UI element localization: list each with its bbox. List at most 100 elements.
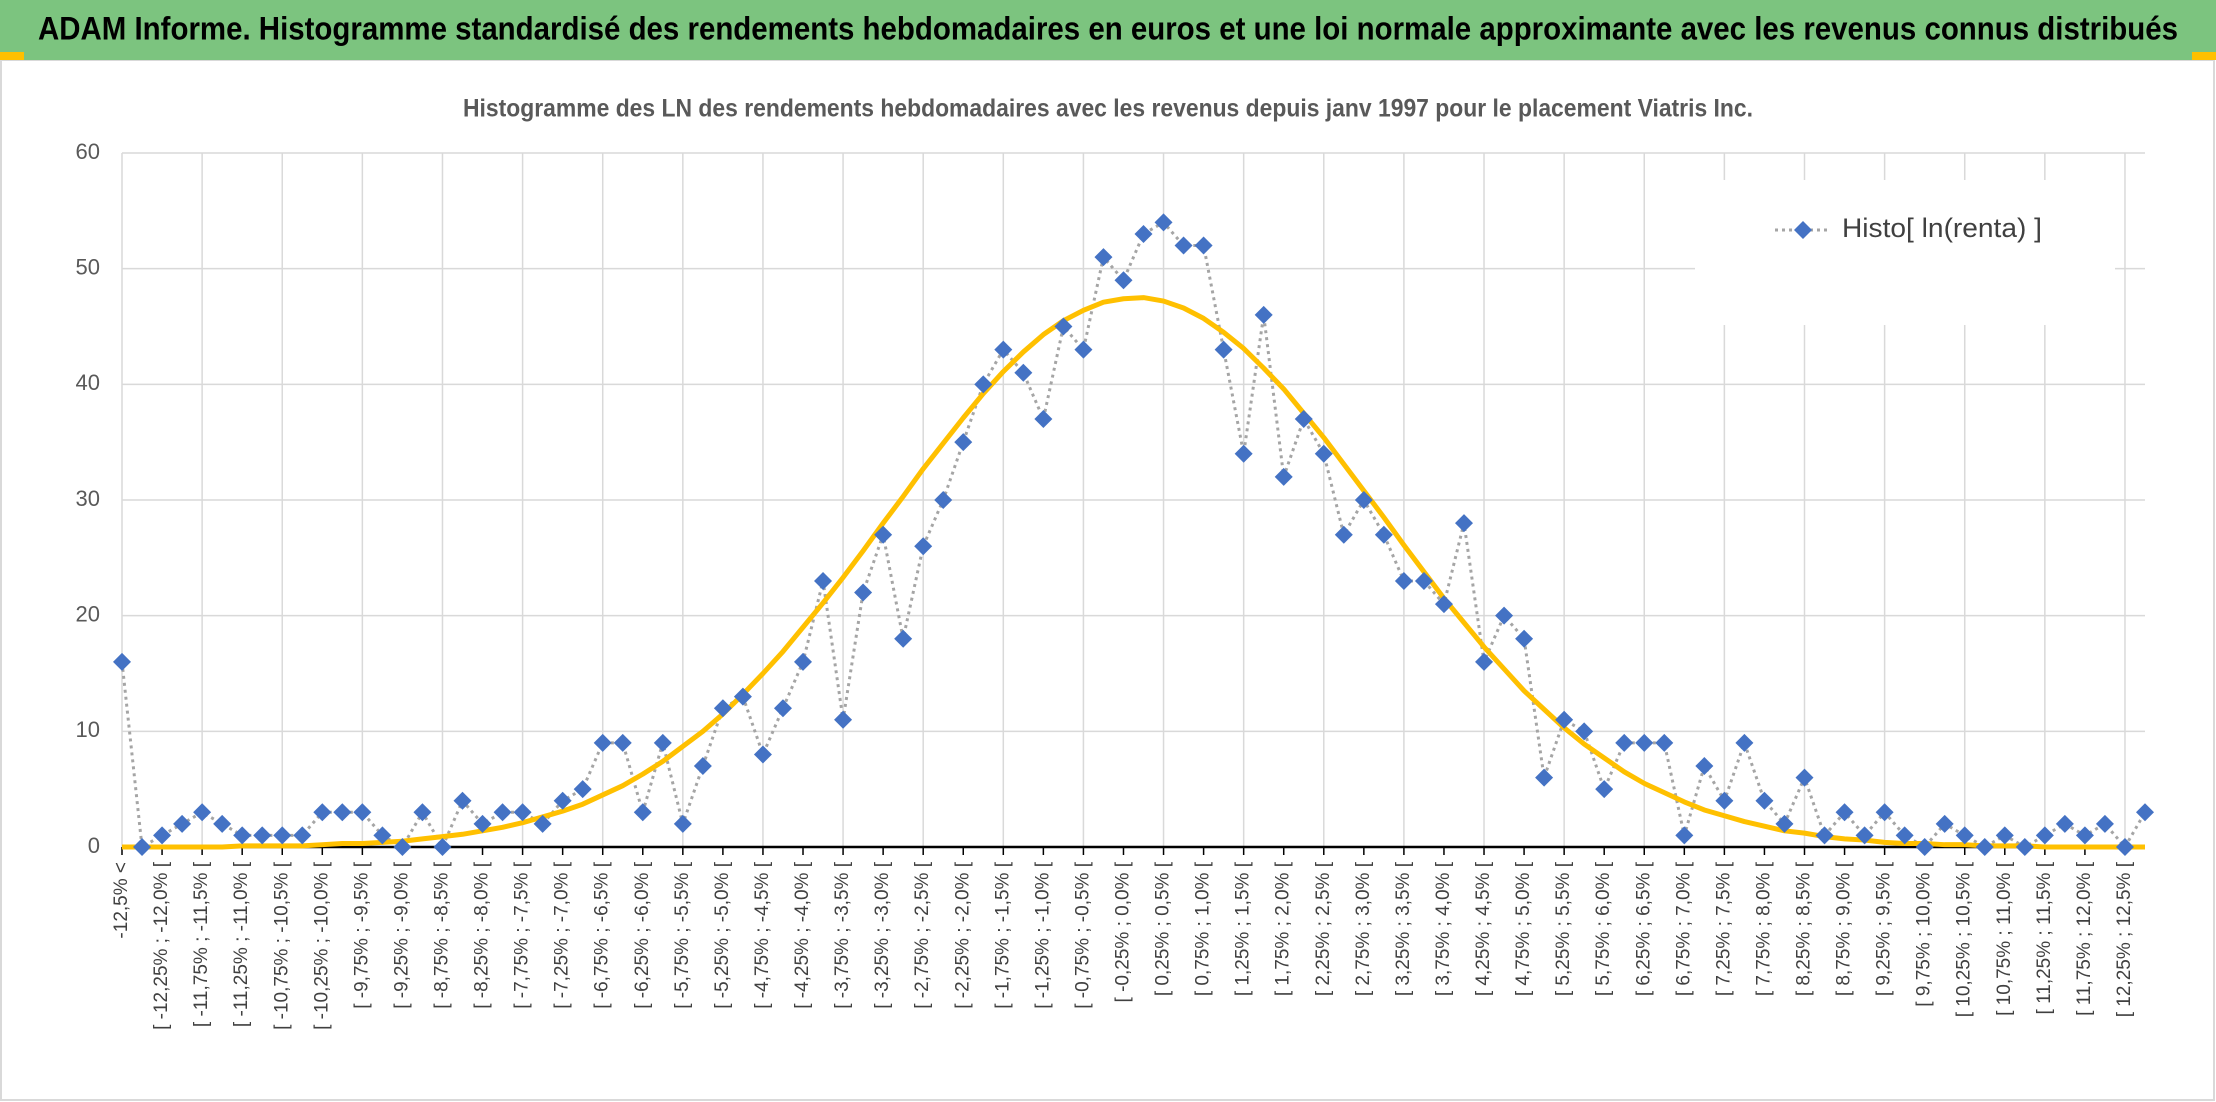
legend-box: [1695, 180, 2115, 325]
marker: [1475, 652, 1494, 671]
x-tick-label: [ -8,25% ; -8,0% [: [472, 861, 493, 1009]
x-tick-label: [ 1,75% ; 2,0% [: [1273, 861, 1294, 996]
marker: [693, 757, 712, 776]
marker: [453, 791, 472, 810]
marker: [2136, 803, 2154, 822]
marker: [493, 803, 512, 822]
marker: [653, 733, 672, 752]
marker: [473, 814, 492, 833]
marker: [333, 803, 352, 822]
marker: [834, 710, 853, 729]
marker: [1414, 571, 1433, 590]
marker: [1955, 826, 1974, 845]
marker: [1695, 757, 1714, 776]
marker: [1374, 525, 1393, 544]
marker: [1555, 710, 1574, 729]
marker: [173, 814, 192, 833]
marker: [433, 838, 452, 856]
marker: [1234, 444, 1253, 463]
marker: [1795, 768, 1814, 787]
y-tick-label: 30: [76, 486, 100, 511]
marker: [1094, 248, 1113, 267]
y-tick-label: 20: [76, 601, 100, 626]
x-tick-label: [ -10,25% ; -10,0% [: [311, 861, 332, 1030]
marker: [673, 814, 692, 833]
x-tick-label: [ -5,25% ; -5,0% [: [712, 861, 733, 1009]
marker: [1394, 571, 1413, 590]
x-tick-label: [ 6,25% ; 6,5% [: [1633, 861, 1654, 996]
marker: [914, 537, 933, 556]
marker: [2115, 838, 2134, 856]
x-tick-label: [ -6,25% ; -6,0% [: [632, 861, 653, 1009]
marker: [1034, 410, 1053, 429]
marker: [233, 826, 252, 845]
x-tick-label: [ 6,75% ; 7,0% [: [1673, 861, 1694, 996]
y-tick-label: 10: [76, 717, 100, 742]
x-tick-label: [ 1,25% ; 1,5% [: [1233, 861, 1254, 996]
marker: [1515, 629, 1534, 648]
marker: [713, 699, 732, 718]
y-tick-label: 40: [76, 370, 100, 395]
marker: [293, 826, 312, 845]
legend-marker: [1794, 221, 1812, 239]
legend-label: Histo[ ln(renta) ]: [1842, 213, 2042, 243]
marker: [153, 826, 172, 845]
marker: [934, 491, 953, 509]
x-tick-label: [ -3,25% ; -3,0% [: [872, 861, 893, 1009]
marker: [373, 826, 392, 845]
x-tick-label: [ -4,25% ; -4,0% [: [792, 861, 813, 1009]
title-bar: [0, 0, 2216, 60]
marker: [1875, 803, 1894, 822]
x-tick-label: [ -4,75% ; -4,5% [: [752, 861, 773, 1009]
marker: [854, 583, 873, 602]
marker: [2055, 814, 2074, 833]
marker: [133, 838, 152, 856]
marker: [1214, 340, 1233, 359]
marker: [1775, 814, 1794, 833]
title-bar-accent: [0, 52, 24, 60]
x-tick-label: [ 12,25% ; 12,5% [: [2114, 861, 2135, 1017]
x-tick-label: [ -1,75% ; -1,5% [: [992, 861, 1013, 1009]
page-title: ADAM Informe. Histogramme standardisé de…: [38, 10, 2178, 46]
marker: [1174, 236, 1193, 255]
marker: [814, 571, 833, 590]
x-tick-label: [ -12,25% ; -12,0% [: [151, 861, 172, 1030]
x-tick-label: [ 3,75% ; 4,0% [: [1433, 861, 1454, 996]
marker: [413, 803, 432, 822]
x-tick-label: [ 10,25% ; 10,5% [: [1954, 861, 1975, 1017]
marker: [974, 375, 993, 394]
marker: [1635, 733, 1654, 752]
marker: [1334, 525, 1353, 544]
marker: [1294, 410, 1313, 429]
marker: [613, 733, 632, 752]
marker: [1755, 791, 1774, 810]
x-tick-label: [ 2,75% ; 3,0% [: [1353, 861, 1374, 996]
marker: [794, 652, 813, 671]
x-tick-label: [ 10,75% ; 11,0% [: [1994, 861, 2015, 1016]
marker: [874, 525, 893, 544]
x-tick-label: [ -11,75% ; -11,5% [: [191, 861, 212, 1027]
y-tick-label: 50: [76, 254, 100, 279]
marker: [253, 826, 272, 845]
marker: [1835, 803, 1854, 822]
x-tick-label: [ -6,75% ; -6,5% [: [592, 861, 613, 1009]
marker: [2095, 814, 2114, 833]
x-tick-label: [ -7,75% ; -7,5% [: [512, 861, 533, 1009]
x-tick-label: [ -3,75% ; -3,5% [: [832, 861, 853, 1009]
x-tick-label: [ 0,75% ; 1,0% [: [1193, 861, 1214, 996]
marker: [273, 826, 292, 845]
marker: [2035, 826, 2054, 845]
marker: [1114, 271, 1133, 290]
normal-curve: [122, 295, 2145, 850]
marker: [553, 791, 572, 810]
marker: [753, 745, 772, 764]
x-tick-label: [ -1,25% ; -1,0% [: [1032, 861, 1053, 1009]
marker: [1655, 733, 1674, 752]
x-tick-label: [ -2,75% ; -2,5% [: [912, 861, 933, 1009]
marker: [1675, 826, 1694, 845]
marker: [733, 687, 752, 706]
marker: [1915, 838, 1934, 856]
y-tick-label: 0: [88, 833, 100, 858]
marker: [1074, 340, 1093, 359]
